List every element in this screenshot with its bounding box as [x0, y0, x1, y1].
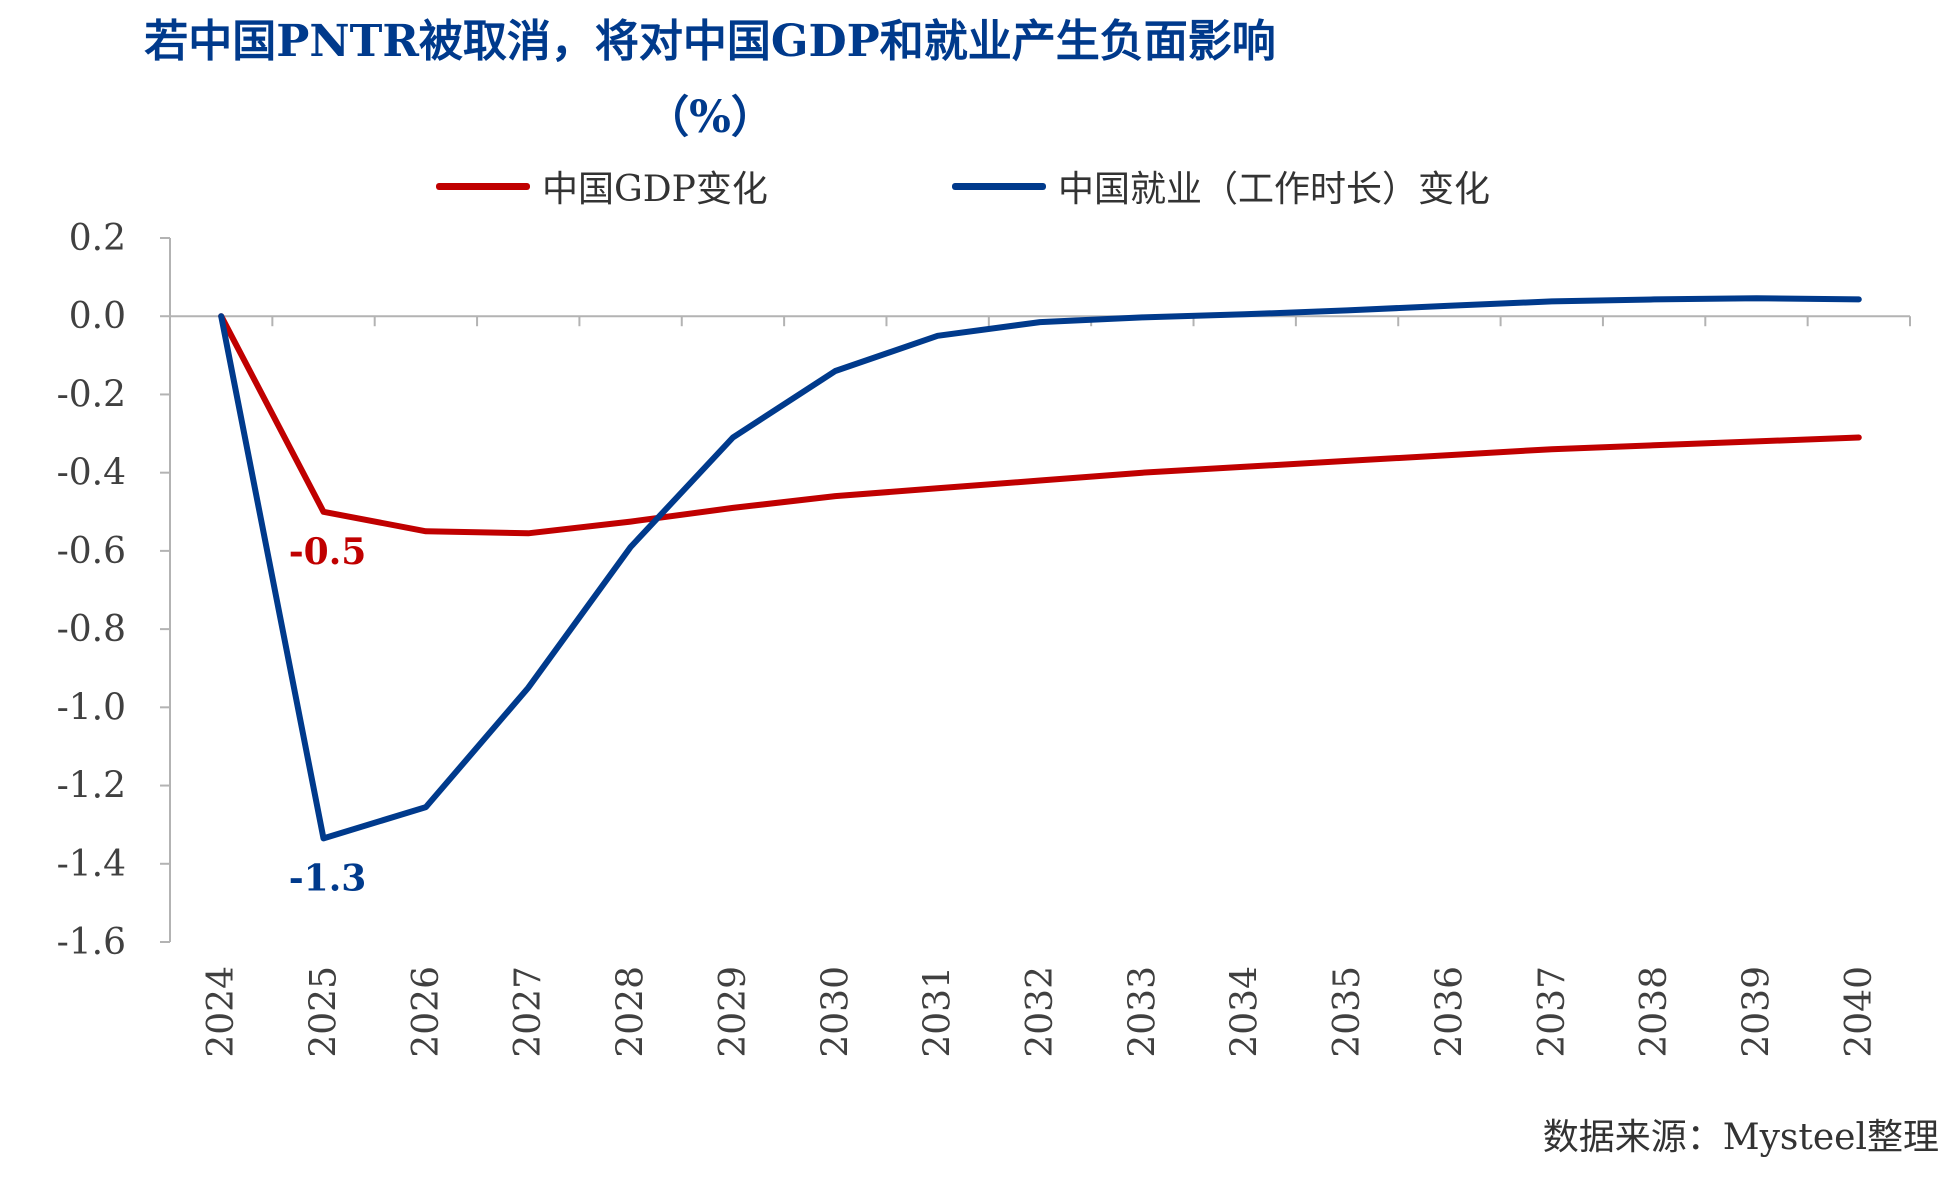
- y-tick-label: -1.4: [57, 844, 126, 885]
- x-tick-label: 2029: [713, 966, 754, 1058]
- x-tick-label: 2031: [918, 966, 959, 1058]
- y-tick-label: 0.0: [69, 296, 126, 337]
- legend-swatch-employment: [952, 182, 1046, 190]
- x-tick-label: 2025: [304, 966, 345, 1058]
- y-tick-label: -0.6: [57, 531, 126, 572]
- y-tick-label: -0.8: [57, 609, 126, 650]
- x-tick-label: 2035: [1327, 966, 1368, 1058]
- x-tick-label: 2030: [815, 966, 856, 1058]
- chart-title: 若中国PNTR被取消，将对中国GDP和就业产生负面影响: [144, 16, 1276, 67]
- x-tick-label: 2028: [611, 966, 652, 1058]
- legend-label-gdp: 中国GDP变化: [542, 169, 768, 210]
- y-tick-label: -0.2: [57, 374, 126, 415]
- series-line-gdp: [218, 313, 1862, 537]
- x-tick-label: 2024: [201, 966, 242, 1058]
- legend-swatch-gdp: [436, 182, 530, 190]
- x-tick-label: 2038: [1634, 966, 1675, 1058]
- x-tick-label: 2037: [1532, 966, 1573, 1058]
- chart-subtitle: （%）: [645, 92, 775, 143]
- y-tick-label: -1.2: [57, 766, 126, 807]
- y-tick-label: -0.4: [57, 453, 126, 494]
- x-tick-label: 2026: [406, 966, 447, 1058]
- legend-item-employment: 中国就业（工作时长）变化: [952, 158, 1490, 214]
- x-tick-label: 2034: [1225, 966, 1266, 1058]
- legend-label-employment: 中国就业（工作时长）变化: [1058, 169, 1491, 210]
- source-note: 数据来源：Mysteel整理: [1542, 1117, 1939, 1158]
- x-tick-label: 2033: [1122, 966, 1163, 1058]
- x-tick-label: 2032: [1020, 966, 1061, 1058]
- x-tick-label: 2036: [1429, 966, 1470, 1058]
- x-tick-label: 2027: [508, 966, 549, 1058]
- x-tick-label: 2040: [1839, 966, 1880, 1058]
- y-tick-label: -1.6: [57, 922, 126, 963]
- y-tick-label: -1.0: [57, 687, 126, 728]
- data-label: -0.5: [289, 531, 367, 573]
- series-line-employment: [218, 295, 1862, 842]
- y-tick-label: 0.2: [69, 218, 126, 259]
- data-label: -1.3: [289, 857, 367, 899]
- legend-item-gdp: 中国GDP变化: [436, 158, 768, 214]
- x-tick-label: 2039: [1736, 966, 1777, 1058]
